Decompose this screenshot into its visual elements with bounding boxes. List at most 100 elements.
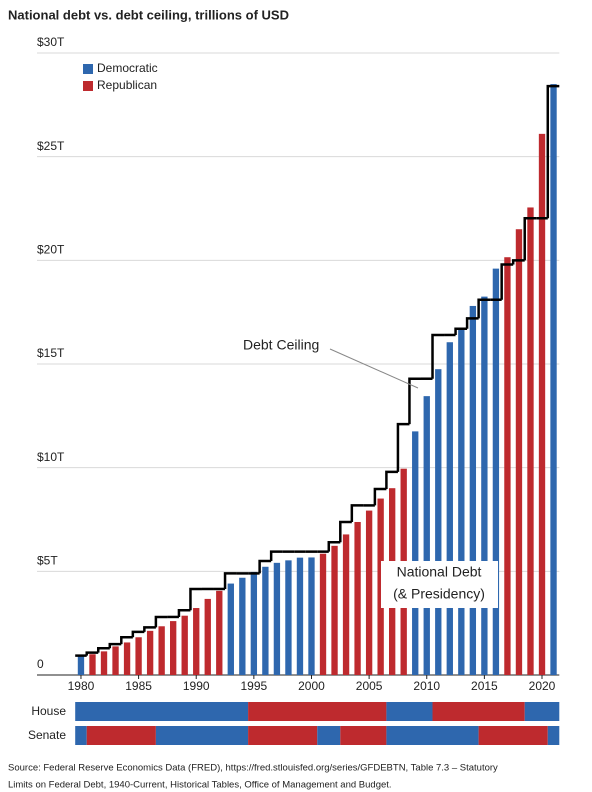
y-tick-label: $25T [37,139,65,153]
bar [458,329,465,675]
bar [308,557,315,675]
ceiling-step [154,615,168,628]
bar [100,651,108,675]
bar [342,534,350,675]
legend-label: Republican [97,78,157,92]
bar [504,257,511,675]
x-tick-label: 2000 [298,679,325,693]
ceiling-step [373,487,387,506]
x-tick-label: 1990 [183,679,210,693]
bar [365,510,373,675]
bar [285,560,292,675]
ceiling-step [511,259,525,265]
bar [239,577,246,675]
strip-label: House [31,704,66,718]
ceiling-step [85,651,99,656]
strip-segment [386,726,479,745]
chart-title: National debt vs. debt ceiling, trillion… [8,7,289,22]
ceiling-step [396,422,410,472]
y-tick-label: $5T [37,554,58,568]
ceiling-step [131,630,145,638]
ceiling-step [431,333,445,379]
bar [331,545,338,675]
ceiling-step [350,504,364,522]
x-tick-label: 2005 [356,679,383,693]
annotation: (& Presidency) [393,586,485,602]
bar [227,583,234,675]
bar [446,342,453,675]
strip-segment [386,702,433,721]
bar [273,562,281,675]
x-tick-label: 2015 [471,679,498,693]
strip-segment [248,726,318,745]
ceiling-step [120,636,133,645]
ceiling-step [108,642,122,649]
ceiling-step [500,263,514,300]
strip-segment [75,726,87,745]
x-tick-label: 2010 [413,679,440,693]
ceiling-step [546,84,560,219]
legend-swatch [83,64,93,74]
strip-label: Senate [28,728,66,742]
ceiling-step [465,317,479,329]
bar [527,207,534,676]
bar [296,557,304,675]
ceiling-step [327,541,341,552]
bar [354,521,361,675]
x-tick-label: 1985 [125,679,152,693]
y-tick-label: $10T [37,450,65,464]
bar [112,646,119,675]
bar [481,296,488,675]
bar [216,590,223,675]
strip-segment [547,726,560,745]
x-tick-label: 1995 [241,679,268,693]
y-tick-label: $30T [37,35,65,49]
y-tick-label: $15T [37,346,65,360]
annotation: Debt Ceiling [243,337,319,353]
ceiling-step [523,216,537,261]
annotation-box [381,561,498,608]
bar [492,268,500,675]
bar [250,571,258,675]
ceiling-step [477,298,491,319]
bar [204,598,211,675]
bar [412,431,419,675]
strip-segment [75,702,249,721]
bar [262,566,269,675]
bar [158,626,165,675]
legend-label: Democratic [97,61,158,75]
bar [146,630,154,675]
ceiling-step [97,647,110,653]
strip-segment [317,726,341,745]
bar [319,553,327,675]
ceiling-step [177,609,191,617]
source: Limits on Federal Debt, 1940-Current, Hi… [8,780,392,791]
bar [170,621,177,675]
bar [123,642,131,675]
ceiling-step [189,587,202,611]
bar [469,305,477,675]
strip-segment [524,702,560,721]
source: Source: Federal Reserve Economics Data (… [8,763,498,774]
bar [193,608,200,675]
bar [89,654,96,675]
annotation: National Debt [397,564,482,580]
x-tick-label: 2020 [529,679,556,693]
x-tick-label: 1980 [68,679,95,693]
ceiling-step [223,572,237,589]
strip-segment [248,702,387,721]
ceiling-step [454,327,468,335]
bar [435,369,442,675]
annotation-pointer [329,348,419,389]
bar [135,637,142,675]
ceiling-step [339,520,352,543]
ceiling-step [258,559,272,574]
ceiling-step [269,550,283,561]
strip-segment [432,702,525,721]
bar [77,656,85,675]
strip-segment [478,726,548,745]
bar [538,133,546,676]
bar [423,396,430,675]
